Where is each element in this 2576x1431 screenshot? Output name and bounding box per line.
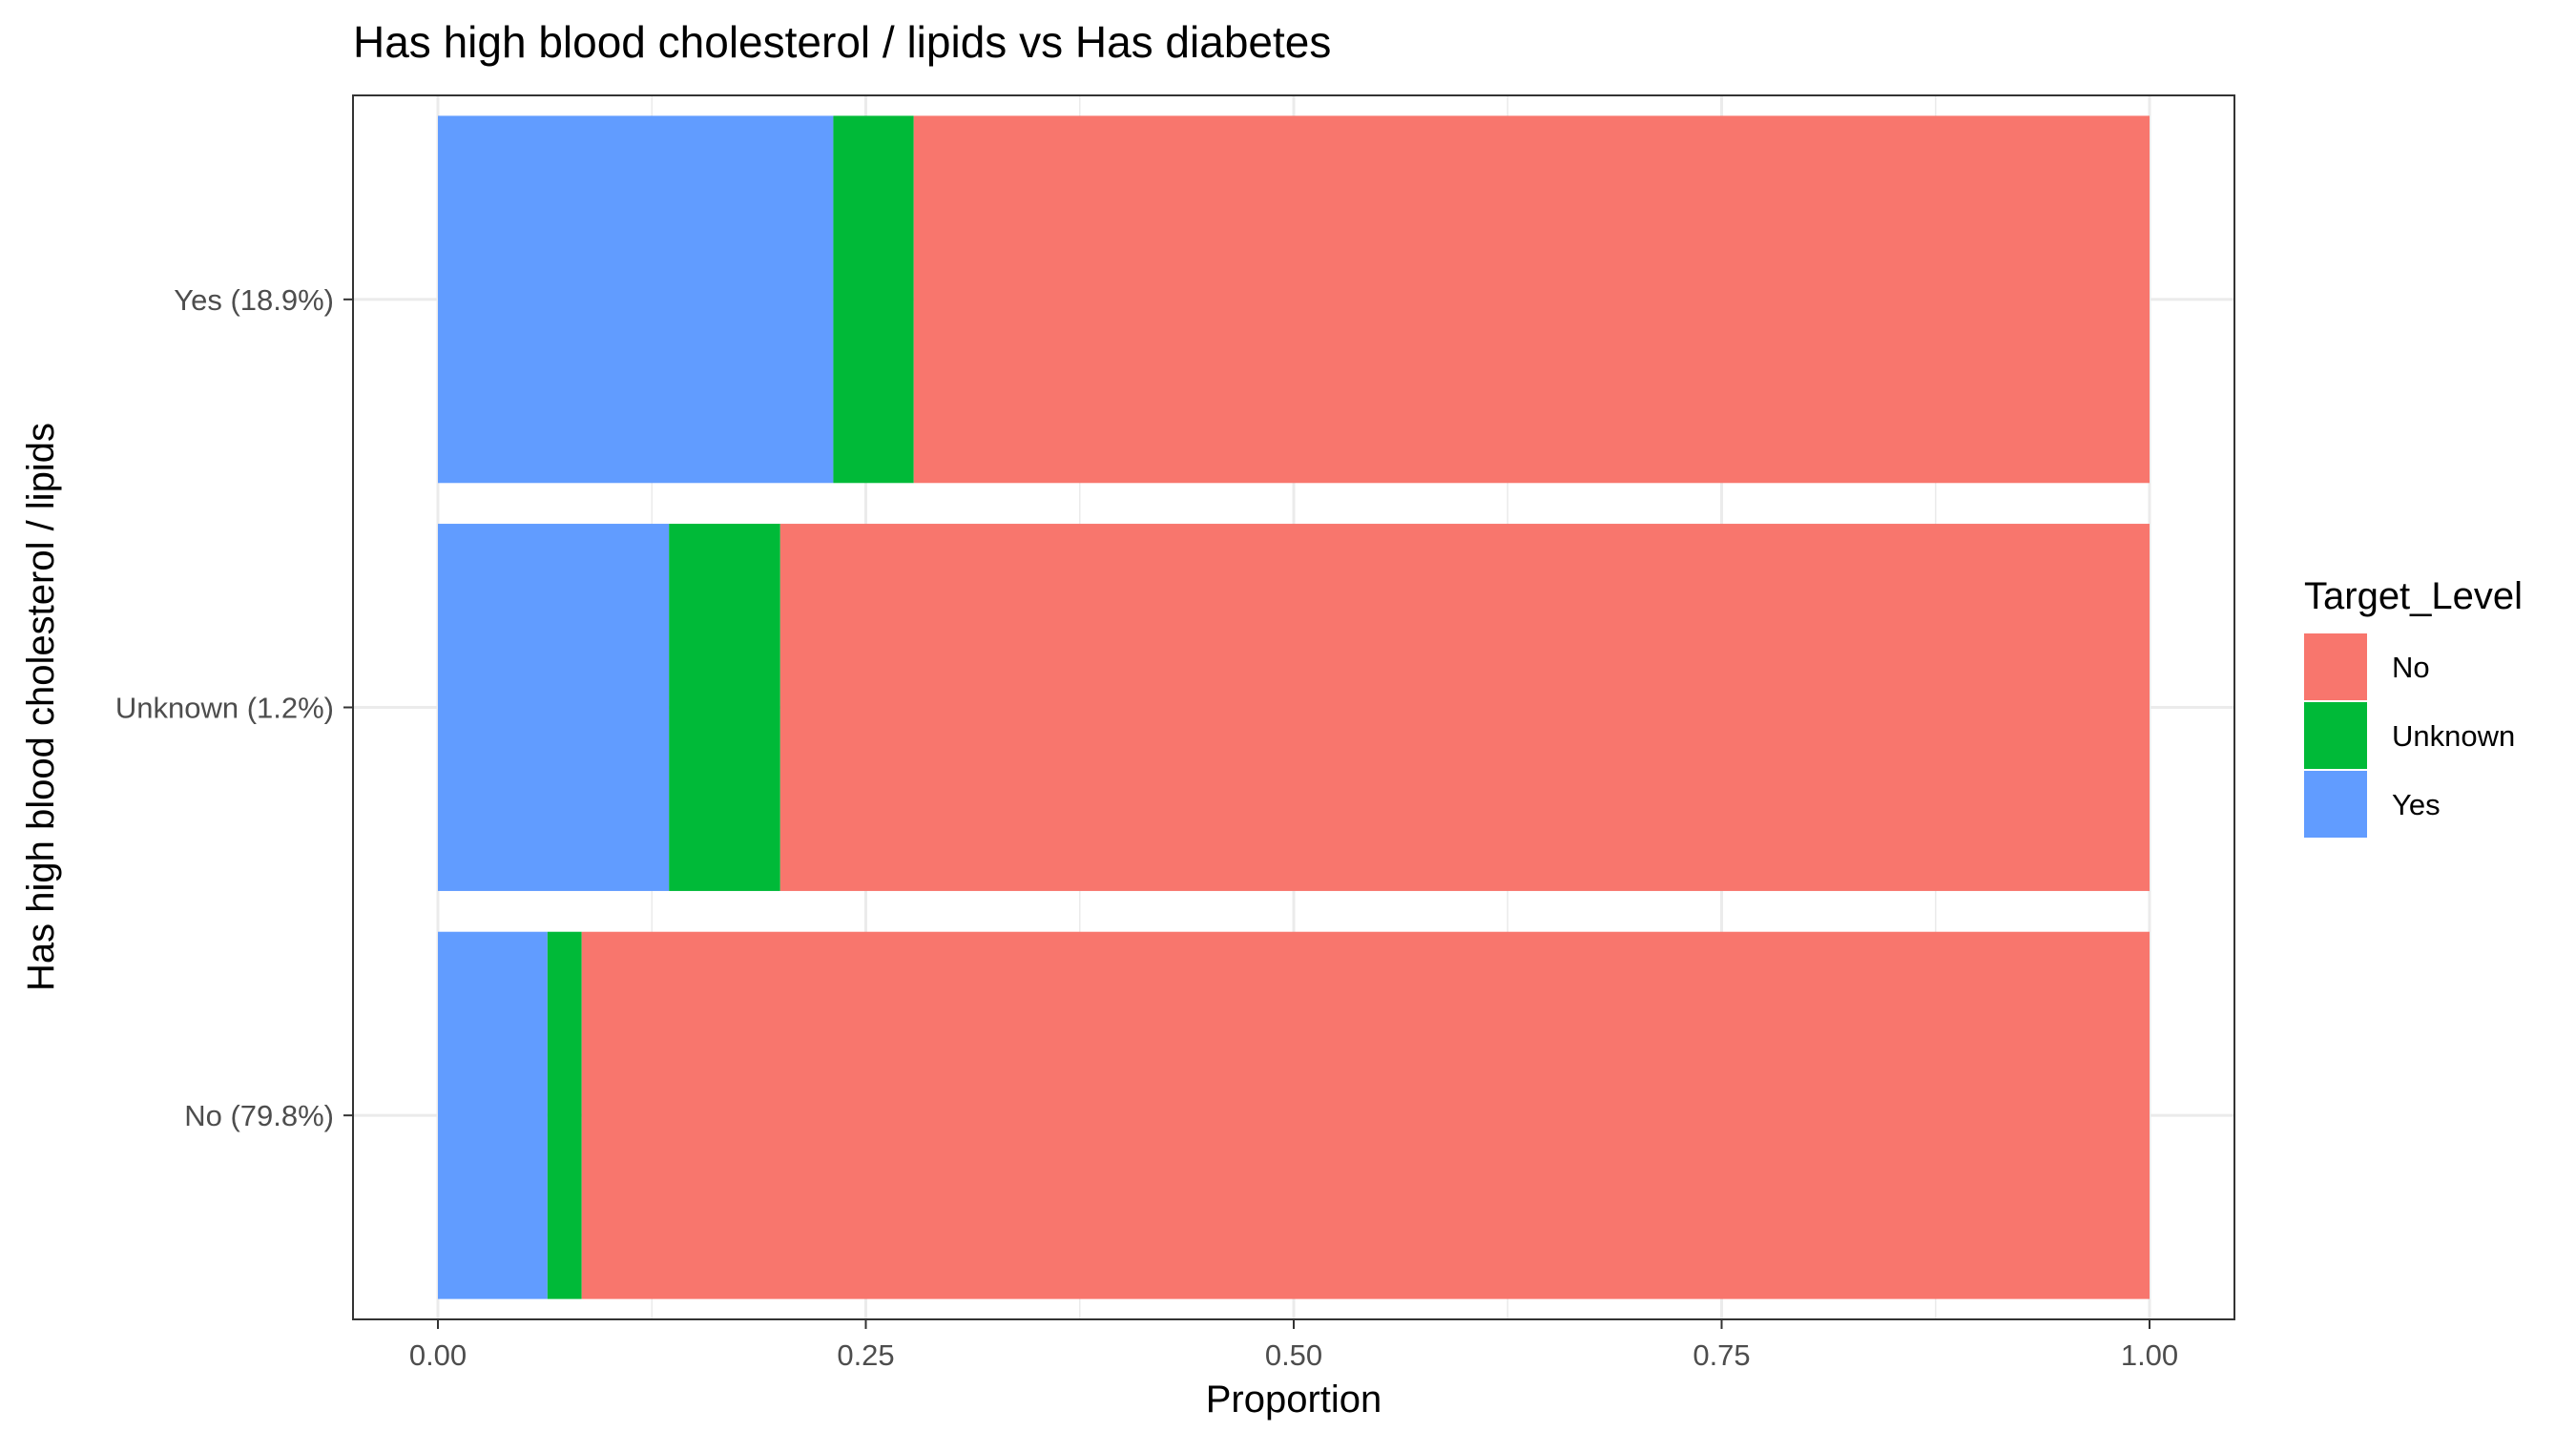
- bar-segment-no-2: [581, 931, 2150, 1299]
- legend-label-yes: Yes: [2392, 788, 2441, 821]
- bar-segment-unknown-0: [833, 115, 914, 484]
- x-tick-label: 0.25: [837, 1338, 894, 1372]
- legend-label-no: No: [2392, 651, 2430, 684]
- bar-segment-yes-2: [438, 931, 548, 1299]
- y-tick-label: No (79.8%): [184, 1099, 334, 1132]
- y-axis-title: Has high blood cholesterol / lipids: [20, 423, 62, 991]
- x-tick-label: 0.00: [409, 1338, 467, 1372]
- y-tick-label: Yes (18.9%): [174, 283, 334, 317]
- y-tick-label: Unknown (1.2%): [115, 692, 334, 725]
- x-axis-title: Proportion: [1206, 1379, 1382, 1421]
- legend-title: Target_Level: [2304, 575, 2523, 617]
- x-tick-label: 0.75: [1693, 1338, 1750, 1372]
- axes: 0.00 0.25 0.50 0.75 1.00 Yes (18.9%) Unknown (…: [115, 283, 2178, 1372]
- bar-segment-yes-1: [438, 524, 670, 891]
- bar-segment-unknown-1: [669, 524, 780, 891]
- bar-segment-no-1: [779, 524, 2150, 891]
- x-tick-label: 1.00: [2121, 1338, 2178, 1372]
- legend-label-unknown: Unknown: [2392, 719, 2515, 753]
- bar-segment-yes-0: [438, 115, 834, 484]
- legend: Target_Level No Unknown Yes: [2304, 575, 2523, 838]
- chart-title: Has high blood cholesterol / lipids vs H…: [353, 17, 1331, 67]
- bar-segment-unknown-2: [547, 931, 582, 1299]
- bar-segment-no-0: [913, 115, 2150, 484]
- x-tick-label: 0.50: [1265, 1338, 1322, 1372]
- bars: [438, 115, 2150, 1299]
- legend-key-unknown: [2304, 702, 2367, 769]
- legend-key-no: [2304, 633, 2367, 700]
- legend-key-yes: [2304, 771, 2367, 838]
